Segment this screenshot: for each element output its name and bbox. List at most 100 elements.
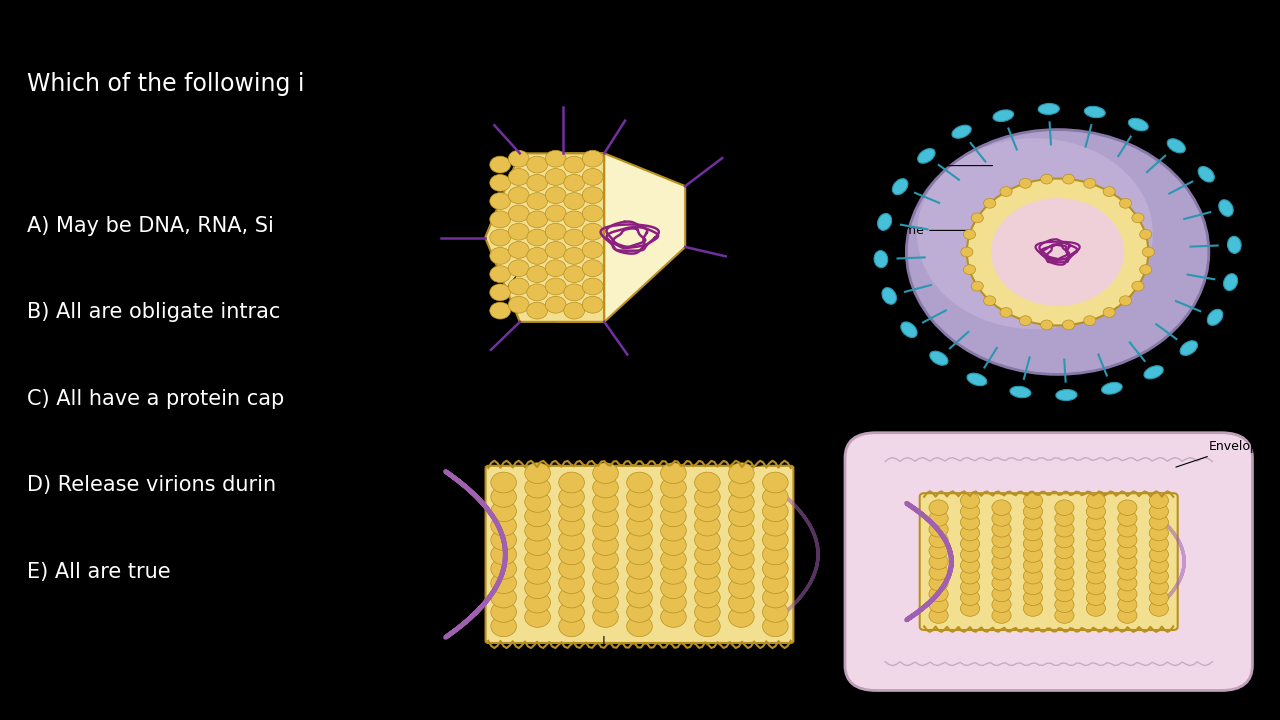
Circle shape — [1084, 179, 1096, 188]
Ellipse shape — [1102, 382, 1123, 394]
Circle shape — [527, 229, 548, 246]
Circle shape — [559, 588, 585, 608]
Circle shape — [728, 521, 754, 541]
Circle shape — [929, 521, 948, 537]
Circle shape — [1024, 504, 1043, 519]
Circle shape — [525, 492, 550, 513]
Circle shape — [490, 156, 511, 173]
Circle shape — [593, 521, 618, 541]
Circle shape — [1087, 515, 1106, 530]
Ellipse shape — [1129, 118, 1148, 131]
Circle shape — [593, 506, 618, 527]
Circle shape — [1055, 532, 1074, 548]
Circle shape — [929, 597, 948, 613]
Circle shape — [559, 616, 585, 636]
Circle shape — [593, 477, 618, 498]
Circle shape — [695, 530, 721, 550]
Circle shape — [1062, 174, 1075, 184]
Circle shape — [660, 593, 686, 613]
Text: C) All have a protein cap: C) All have a protein cap — [27, 389, 284, 409]
Circle shape — [545, 168, 566, 185]
Text: Genome: Genome — [749, 447, 844, 467]
Polygon shape — [485, 153, 604, 322]
Circle shape — [545, 150, 566, 167]
Circle shape — [763, 616, 788, 636]
Circle shape — [929, 608, 948, 624]
Circle shape — [593, 549, 618, 570]
Circle shape — [1149, 546, 1169, 562]
Circle shape — [627, 616, 653, 636]
Circle shape — [490, 516, 516, 536]
Circle shape — [490, 601, 516, 622]
Circle shape — [660, 477, 686, 498]
Circle shape — [559, 472, 585, 493]
Circle shape — [992, 543, 1011, 559]
Ellipse shape — [878, 213, 892, 230]
Circle shape — [992, 564, 1011, 580]
Circle shape — [1055, 575, 1074, 591]
Ellipse shape — [952, 125, 972, 138]
Circle shape — [1055, 608, 1074, 624]
Circle shape — [508, 260, 529, 276]
Circle shape — [627, 588, 653, 608]
Circle shape — [660, 506, 686, 527]
Circle shape — [1055, 521, 1074, 537]
Circle shape — [1055, 564, 1074, 580]
Circle shape — [660, 521, 686, 541]
Circle shape — [559, 544, 585, 564]
Circle shape — [593, 564, 618, 584]
Text: (b) Enveloped forms: (b) Enveloped forms — [954, 18, 1144, 36]
Circle shape — [972, 213, 983, 222]
Circle shape — [559, 573, 585, 593]
Circle shape — [490, 487, 516, 508]
Circle shape — [1024, 557, 1043, 573]
Circle shape — [508, 223, 529, 240]
Ellipse shape — [966, 373, 987, 386]
Ellipse shape — [1144, 366, 1164, 379]
Circle shape — [1024, 493, 1043, 508]
Circle shape — [582, 297, 603, 313]
Circle shape — [627, 501, 653, 521]
Circle shape — [1103, 307, 1115, 318]
Polygon shape — [558, 153, 685, 322]
Text: Capsid: Capsid — [749, 426, 833, 453]
Circle shape — [763, 530, 788, 550]
Circle shape — [1132, 282, 1144, 291]
Circle shape — [763, 573, 788, 593]
Circle shape — [728, 593, 754, 613]
Circle shape — [527, 211, 548, 228]
Circle shape — [695, 559, 721, 579]
Circle shape — [582, 205, 603, 222]
Circle shape — [627, 516, 653, 536]
Circle shape — [559, 516, 585, 536]
Circle shape — [563, 229, 585, 246]
Circle shape — [1149, 568, 1169, 584]
FancyBboxPatch shape — [485, 466, 794, 643]
Circle shape — [763, 516, 788, 536]
Circle shape — [559, 601, 585, 622]
Circle shape — [1103, 186, 1115, 197]
Circle shape — [960, 493, 979, 508]
Circle shape — [527, 193, 548, 210]
Circle shape — [728, 506, 754, 527]
Circle shape — [527, 266, 548, 282]
Circle shape — [695, 573, 721, 593]
Circle shape — [1055, 597, 1074, 613]
Text: E) All are true: E) All are true — [27, 562, 172, 582]
Circle shape — [627, 559, 653, 579]
Circle shape — [627, 573, 653, 593]
Ellipse shape — [1207, 310, 1222, 325]
Circle shape — [490, 573, 516, 593]
Circle shape — [1000, 307, 1012, 318]
Circle shape — [527, 156, 548, 173]
Circle shape — [1117, 575, 1137, 591]
Circle shape — [929, 575, 948, 591]
Ellipse shape — [1228, 236, 1242, 253]
Ellipse shape — [1010, 387, 1030, 397]
Circle shape — [1024, 515, 1043, 530]
Circle shape — [508, 150, 529, 167]
Circle shape — [992, 554, 1011, 570]
Circle shape — [1087, 526, 1106, 541]
Circle shape — [660, 549, 686, 570]
Circle shape — [490, 284, 511, 301]
